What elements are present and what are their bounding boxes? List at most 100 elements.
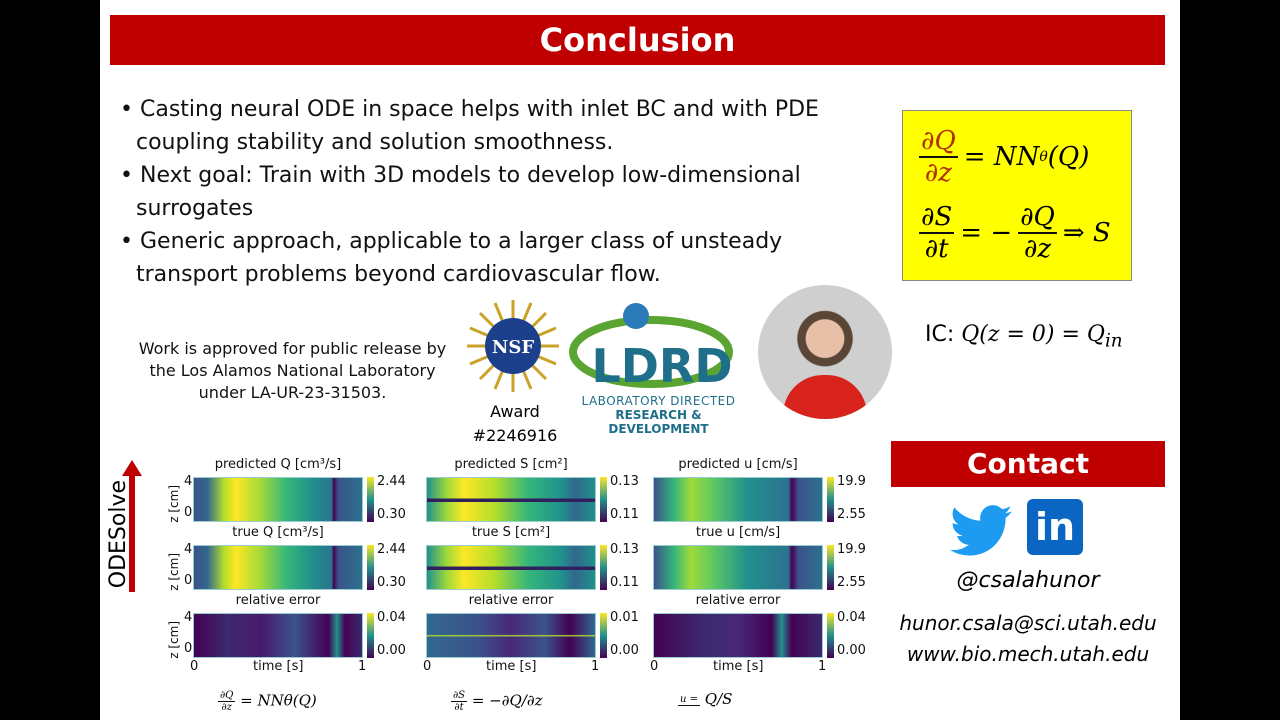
ldrd-logo: LDRD LABORATORY DIRECTED RESEARCH & DEVE… bbox=[566, 300, 751, 436]
ic-expr: Q(z = 0) = Q bbox=[961, 322, 1105, 347]
bullet-item: Generic approach, applicable to a larger… bbox=[120, 225, 840, 291]
colorbar bbox=[367, 477, 374, 522]
eq2-mid: = − bbox=[960, 218, 1013, 248]
colorbar bbox=[367, 613, 374, 658]
colorbar-max: 19.9 bbox=[837, 542, 866, 557]
colorbar-min: 2.55 bbox=[837, 507, 866, 522]
contact-header: Contact bbox=[891, 441, 1165, 487]
y-tick: 0 bbox=[184, 641, 193, 656]
ic-label: IC: bbox=[925, 322, 955, 347]
panel-title: true u [cm/s] bbox=[695, 525, 781, 540]
eq1-numerator: ∂Q bbox=[919, 126, 958, 158]
heatmap bbox=[653, 477, 823, 522]
x-axis-label: time [s] bbox=[713, 659, 764, 674]
colorbar-min: 0.30 bbox=[377, 575, 406, 590]
eq1-rhs: = NN bbox=[963, 142, 1040, 172]
slide-title: Conclusion bbox=[110, 15, 1165, 65]
eq-lhs-den: ∂z bbox=[221, 702, 232, 713]
colorbar bbox=[827, 545, 834, 590]
colorbar bbox=[600, 545, 607, 590]
panel-title: true Q [cm³/s] bbox=[232, 525, 324, 540]
odesolve-arrow bbox=[129, 470, 135, 592]
twitter-handle[interactable]: @csalahunor bbox=[956, 568, 1100, 593]
y-tick: 0 bbox=[184, 573, 193, 588]
colorbar bbox=[367, 545, 374, 590]
colorbar-max: 0.04 bbox=[837, 610, 866, 625]
x-tick: 1 bbox=[358, 659, 367, 674]
colorbar-max: 0.01 bbox=[610, 610, 639, 625]
x-axis-label: time [s] bbox=[253, 659, 304, 674]
y-tick: 4 bbox=[184, 542, 193, 557]
panel-equation: ∂Q ∂z = NNθ(Q) bbox=[218, 690, 317, 713]
x-tick: 0 bbox=[423, 659, 432, 674]
eq1-denominator: ∂z bbox=[924, 158, 952, 188]
colorbar-min: 0.00 bbox=[377, 643, 406, 658]
y-tick: 0 bbox=[184, 505, 193, 520]
release-statement: Work is approved for public release by t… bbox=[138, 339, 447, 402]
colorbar-min: 0.11 bbox=[610, 507, 639, 522]
heatmap bbox=[426, 545, 596, 590]
y-tick: 4 bbox=[184, 610, 193, 625]
colorbar-max: 19.9 bbox=[837, 474, 866, 489]
colorbar-max: 0.13 bbox=[610, 542, 639, 557]
svg-text:LDRD: LDRD bbox=[591, 339, 732, 390]
twitter-icon[interactable] bbox=[950, 505, 1012, 557]
panel-title: predicted u [cm/s] bbox=[678, 457, 798, 472]
eq-rhs: = NNθ(Q) bbox=[240, 691, 317, 710]
panel-title: relative error bbox=[468, 593, 554, 608]
colorbar-min: 0.00 bbox=[610, 643, 639, 658]
award-text: Award #2246916 bbox=[465, 400, 565, 448]
eq2-tail: ⇒ S bbox=[1062, 218, 1111, 248]
bullet-list: Casting neural ODE in space helps with i… bbox=[120, 93, 840, 291]
panel-title: relative error bbox=[695, 593, 781, 608]
eq-rhs: Q/S bbox=[704, 690, 733, 708]
bullet-item: Next goal: Train with 3D models to devel… bbox=[120, 159, 840, 225]
svg-text:NSF: NSF bbox=[492, 337, 534, 358]
heatmap bbox=[426, 477, 596, 522]
presenter-video bbox=[758, 285, 892, 419]
colorbar-max: 2.44 bbox=[377, 542, 406, 557]
ldrd-line2: RESEARCH & DEVELOPMENT bbox=[608, 408, 709, 436]
award-number: #2246916 bbox=[472, 426, 558, 445]
colorbar bbox=[827, 613, 834, 658]
heatmap bbox=[653, 545, 823, 590]
colorbar-min: 0.00 bbox=[837, 643, 866, 658]
eq-lhs-num: u = bbox=[678, 694, 700, 706]
y-axis-label: z [cm] bbox=[167, 621, 181, 659]
eq-lhs-den: ∂t bbox=[454, 702, 464, 713]
bullet-item: Casting neural ODE in space helps with i… bbox=[120, 93, 840, 159]
x-tick: 1 bbox=[818, 659, 827, 674]
y-axis-label: z [cm] bbox=[167, 485, 181, 523]
panel-title: predicted S [cm²] bbox=[454, 457, 568, 472]
ic-sub: in bbox=[1104, 330, 1123, 352]
linkedin-icon[interactable]: in bbox=[1027, 499, 1083, 555]
y-tick: 4 bbox=[184, 474, 193, 489]
eq1-sub: θ bbox=[1039, 149, 1048, 165]
eq2-denominator2: ∂z bbox=[1023, 234, 1052, 264]
colorbar-min: 2.55 bbox=[837, 575, 866, 590]
odesolve-label: ODESolve bbox=[106, 480, 131, 589]
panel-title: true S [cm²] bbox=[471, 525, 551, 540]
colorbar-max: 2.44 bbox=[377, 474, 406, 489]
ldrd-line1: LABORATORY DIRECTED bbox=[581, 394, 736, 408]
x-tick: 0 bbox=[650, 659, 659, 674]
arrow-head-icon bbox=[122, 460, 142, 476]
colorbar bbox=[600, 477, 607, 522]
nsf-logo: NSF bbox=[467, 300, 559, 392]
slide: Conclusion Casting neural ODE in space h… bbox=[100, 0, 1180, 720]
x-tick: 1 bbox=[591, 659, 600, 674]
heatmap bbox=[193, 477, 363, 522]
eq2-numerator: ∂S bbox=[919, 202, 955, 234]
website-url[interactable]: www.bio.mech.utah.edu bbox=[906, 642, 1150, 666]
colorbar bbox=[827, 477, 834, 522]
eq-lhs-num: ∂S bbox=[451, 690, 468, 702]
heatmap bbox=[426, 613, 596, 658]
y-axis-label: z [cm] bbox=[167, 553, 181, 591]
heatmap bbox=[193, 613, 363, 658]
heatmap bbox=[193, 545, 363, 590]
ldrd-graphic: LDRD bbox=[569, 303, 733, 393]
eq-lhs-num: ∂Q bbox=[218, 690, 236, 702]
initial-condition: IC: Q(z = 0) = Qin bbox=[925, 322, 1123, 351]
panel-title: predicted Q [cm³/s] bbox=[214, 457, 342, 472]
email-address[interactable]: hunor.csala@sci.utah.edu bbox=[899, 611, 1157, 635]
